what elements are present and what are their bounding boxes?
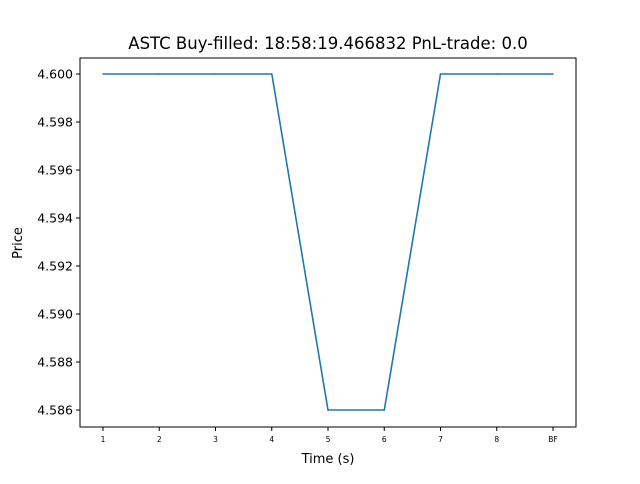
price-data-point bbox=[158, 73, 161, 75]
x-tick-label: 3 bbox=[213, 435, 218, 444]
x-tick-label: 2 bbox=[157, 435, 162, 444]
y-tick-label: 4.600 bbox=[37, 67, 73, 82]
y-tick-label: 4.586 bbox=[37, 403, 73, 418]
x-axis: 1 2 3 4 5 6 7 8 BF bbox=[101, 427, 558, 444]
y-axis-label: Price bbox=[11, 227, 26, 259]
x-tick-label: 7 bbox=[438, 435, 443, 444]
x-tick-label: 6 bbox=[382, 435, 387, 444]
y-tick-label: 4.598 bbox=[37, 115, 73, 130]
plot-frame bbox=[79, 57, 577, 428]
chart-title: ASTC Buy-filled: 18:58:19.466832 PnL-tra… bbox=[128, 34, 527, 53]
price-data-point bbox=[102, 73, 104, 75]
x-tick-label: 1 bbox=[101, 435, 106, 444]
price-data-point bbox=[495, 73, 498, 75]
price-data-point bbox=[214, 73, 217, 75]
x-tick-label: 8 bbox=[494, 435, 499, 444]
y-tick-label: 4.594 bbox=[37, 211, 73, 226]
series-group bbox=[102, 73, 554, 411]
x-tick-label: 5 bbox=[326, 435, 331, 444]
price-data-point bbox=[270, 73, 273, 75]
y-axis: 4.586 4.588 4.590 4.592 4.594 4.596 4.598 4.600 bbox=[37, 67, 80, 418]
price-data-point bbox=[439, 73, 442, 75]
y-tick-label: 4.588 bbox=[37, 355, 73, 370]
x-axis-label: Time (s) bbox=[301, 452, 355, 467]
x-tick-label: 4 bbox=[269, 435, 274, 444]
price-data-point bbox=[327, 409, 329, 411]
y-tick-label: 4.592 bbox=[37, 259, 73, 274]
y-tick-label: 4.596 bbox=[37, 163, 73, 178]
price-data-point bbox=[552, 73, 554, 75]
price-series-line bbox=[103, 73, 553, 411]
y-tick-label: 4.590 bbox=[37, 307, 73, 322]
x-tick-label: BF bbox=[548, 435, 557, 444]
price-data-point bbox=[383, 409, 386, 411]
